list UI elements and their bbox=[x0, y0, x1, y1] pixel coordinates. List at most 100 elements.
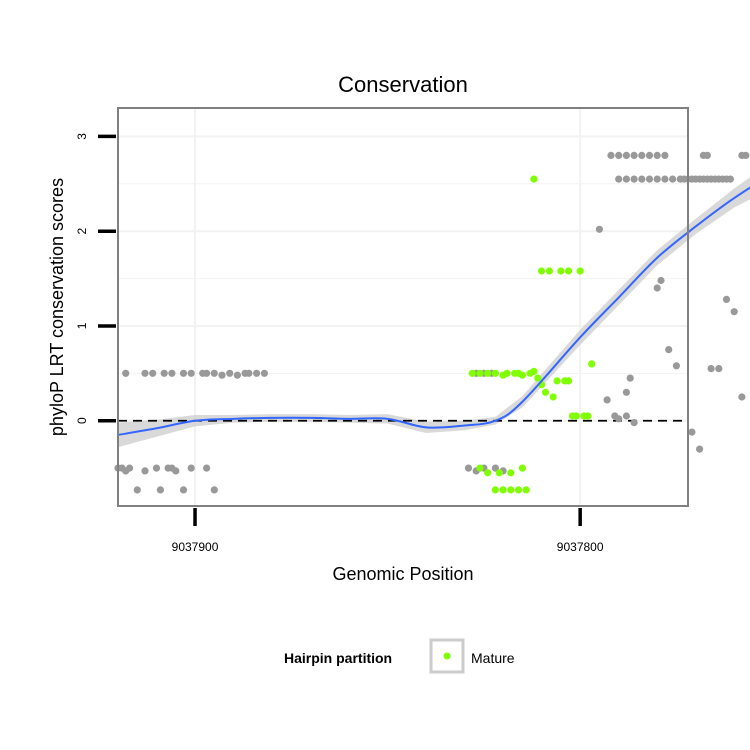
data-point-other bbox=[742, 151, 750, 159]
data-point-other bbox=[156, 486, 164, 494]
x-tick-label: 9037900 bbox=[172, 540, 219, 554]
data-point-other bbox=[133, 486, 141, 494]
data-point-other bbox=[464, 464, 473, 472]
data-point-mature bbox=[491, 486, 499, 494]
chart-title: Conservation bbox=[338, 72, 468, 97]
data-point-mature bbox=[530, 175, 538, 183]
data-point-other bbox=[615, 415, 623, 423]
data-point-mature bbox=[549, 393, 557, 401]
y-axis: 0 1 2 3 bbox=[75, 133, 116, 424]
data-point-other bbox=[218, 371, 226, 379]
data-point-other bbox=[661, 151, 669, 159]
x-axis: 9037900 9037800 bbox=[172, 508, 604, 554]
data-point-mature bbox=[565, 377, 573, 385]
x-tick-label: 9037800 bbox=[557, 540, 604, 554]
data-point-other bbox=[626, 374, 634, 382]
data-point-mature bbox=[476, 464, 484, 472]
plot-panel-border bbox=[117, 107, 689, 507]
y-tick-label: 2 bbox=[75, 228, 89, 235]
data-point-mature bbox=[565, 267, 573, 275]
data-point-other bbox=[707, 365, 715, 373]
data-point-mature bbox=[538, 267, 546, 275]
data-point-other bbox=[630, 151, 638, 159]
data-point-other bbox=[738, 393, 746, 401]
data-point-mature bbox=[468, 369, 476, 377]
data-points bbox=[114, 151, 750, 494]
plot-panel-background bbox=[118, 108, 688, 506]
y-axis-label: phyloP LRT conservation scores bbox=[47, 178, 67, 436]
data-point-other bbox=[122, 369, 130, 377]
data-point-other bbox=[630, 419, 638, 427]
plot-panel bbox=[114, 107, 750, 507]
data-point-other bbox=[615, 175, 623, 183]
data-point-other bbox=[672, 362, 681, 370]
data-point-mature bbox=[518, 464, 527, 472]
data-point-other bbox=[622, 175, 631, 183]
data-point-other bbox=[160, 369, 168, 377]
data-point-other bbox=[179, 369, 188, 377]
x-axis-label: Genomic Position bbox=[332, 564, 473, 584]
data-point-mature bbox=[499, 486, 507, 494]
legend-title: Hairpin partition bbox=[284, 650, 392, 666]
data-point-mature bbox=[553, 377, 561, 385]
data-point-other bbox=[141, 467, 149, 475]
data-point-other bbox=[172, 467, 180, 475]
data-point-other bbox=[638, 151, 646, 159]
data-point-other bbox=[622, 388, 631, 396]
data-point-other bbox=[203, 464, 211, 472]
data-point-mature bbox=[507, 469, 515, 477]
data-point-other bbox=[149, 369, 157, 377]
data-point-other bbox=[607, 151, 615, 159]
data-point-other bbox=[669, 175, 677, 183]
data-point-other bbox=[210, 369, 218, 377]
smooth-fit-line bbox=[117, 186, 750, 436]
data-point-mature bbox=[495, 469, 503, 477]
data-point-mature bbox=[572, 412, 580, 420]
data-point-other bbox=[726, 175, 735, 183]
data-point-mature bbox=[534, 374, 542, 382]
data-point-other bbox=[653, 284, 661, 292]
data-point-other bbox=[615, 151, 623, 159]
data-point-mature bbox=[541, 388, 550, 396]
data-point-other bbox=[152, 464, 161, 472]
data-point-mature bbox=[576, 267, 584, 275]
data-point-other bbox=[665, 346, 673, 354]
data-point-mature bbox=[514, 486, 523, 494]
data-point-other bbox=[638, 175, 646, 183]
data-point-other bbox=[730, 308, 738, 316]
data-point-mature bbox=[518, 371, 527, 379]
y-tick-label: 3 bbox=[75, 133, 89, 140]
data-point-other bbox=[141, 369, 149, 377]
data-point-mature bbox=[503, 369, 511, 377]
data-point-mature bbox=[588, 360, 596, 368]
data-point-other bbox=[245, 369, 253, 377]
data-point-mature bbox=[545, 267, 554, 275]
legend: Hairpin partition Mature bbox=[284, 638, 515, 674]
legend-label-mature: Mature bbox=[471, 650, 515, 666]
data-point-mature bbox=[507, 486, 515, 494]
data-point-other bbox=[595, 225, 604, 233]
data-point-other bbox=[688, 428, 696, 436]
data-point-other bbox=[622, 151, 631, 159]
legend-key-mature-point bbox=[443, 652, 451, 660]
data-point-mature bbox=[557, 267, 565, 275]
data-point-other bbox=[126, 464, 134, 472]
data-point-other bbox=[722, 295, 731, 303]
data-point-mature bbox=[484, 469, 492, 477]
data-point-other bbox=[179, 486, 188, 494]
data-point-mature bbox=[476, 369, 484, 377]
data-point-other bbox=[187, 464, 195, 472]
data-point-other bbox=[226, 369, 234, 377]
data-point-other bbox=[210, 486, 218, 494]
data-point-other bbox=[661, 175, 669, 183]
data-point-mature bbox=[584, 412, 592, 420]
data-point-other bbox=[645, 151, 654, 159]
data-point-other bbox=[603, 396, 611, 404]
data-point-other bbox=[715, 365, 723, 373]
data-point-other bbox=[253, 369, 261, 377]
data-point-other bbox=[168, 369, 176, 377]
data-point-other bbox=[653, 175, 661, 183]
data-point-other bbox=[645, 175, 654, 183]
data-point-other bbox=[653, 151, 661, 159]
